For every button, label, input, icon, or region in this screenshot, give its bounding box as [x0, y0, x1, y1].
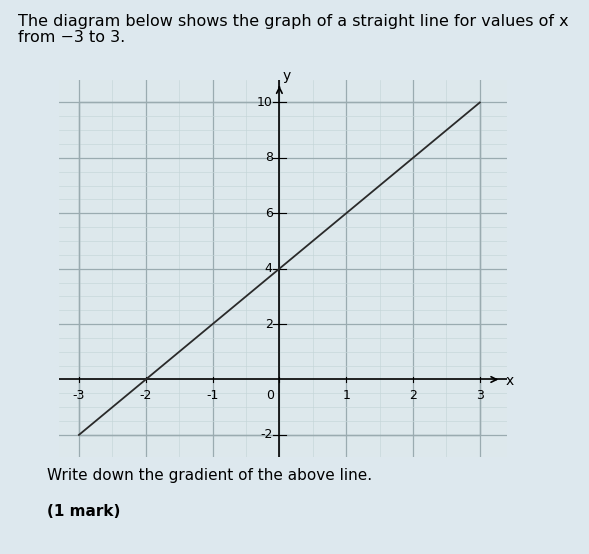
Text: 10: 10 [257, 96, 273, 109]
Text: Write down the gradient of the above line.: Write down the gradient of the above lin… [47, 468, 372, 483]
Text: -3: -3 [73, 389, 85, 402]
Text: -2: -2 [140, 389, 152, 402]
Text: from −3 to 3.: from −3 to 3. [18, 30, 125, 45]
Text: y: y [283, 69, 291, 83]
Text: The diagram below shows the graph of a straight line for values of x: The diagram below shows the graph of a s… [18, 14, 568, 29]
Text: -2: -2 [260, 428, 273, 442]
Text: 8: 8 [264, 151, 273, 165]
Text: -1: -1 [206, 389, 219, 402]
Text: x: x [505, 374, 514, 388]
Text: 2: 2 [409, 389, 417, 402]
Text: 1: 1 [342, 389, 350, 402]
Text: 0: 0 [266, 389, 274, 402]
Text: 3: 3 [476, 389, 484, 402]
Text: 4: 4 [265, 262, 273, 275]
Text: 2: 2 [265, 317, 273, 331]
Text: 6: 6 [265, 207, 273, 220]
Text: (1 mark): (1 mark) [47, 504, 121, 519]
